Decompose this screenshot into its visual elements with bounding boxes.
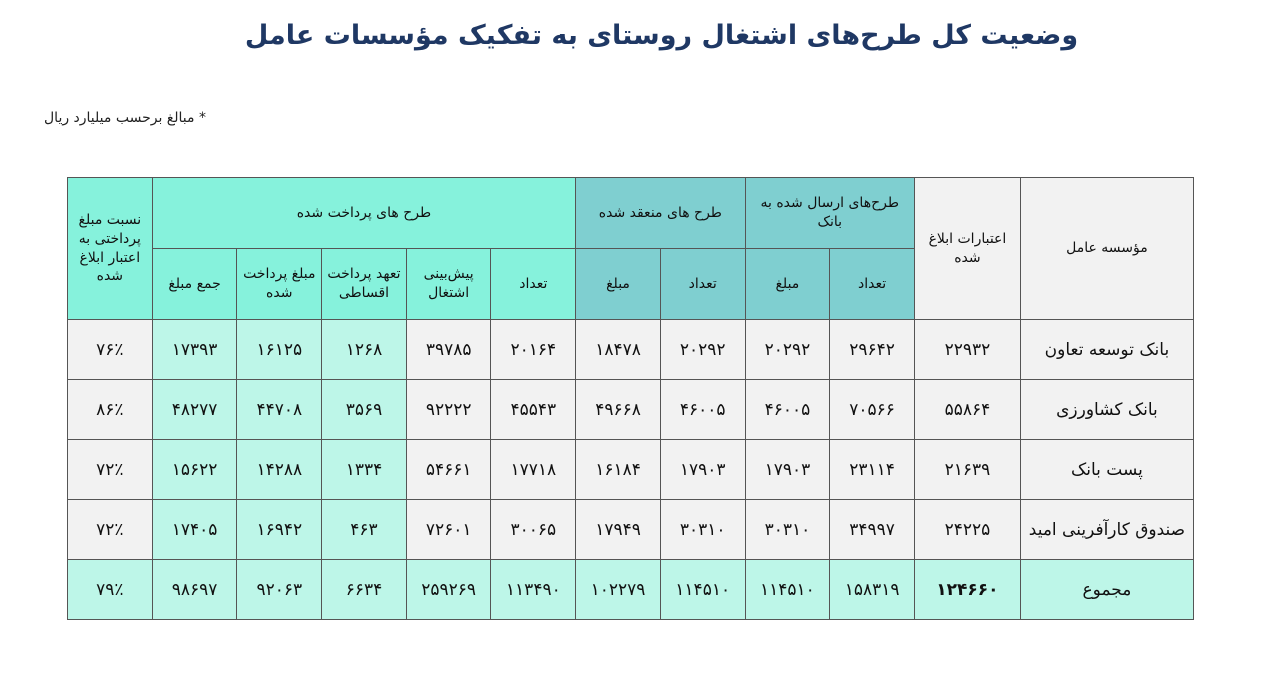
- header-paid-count: تعداد: [490, 248, 577, 320]
- table-row: صندوق کارآفرینی امید ۲۴۲۲۵ ۳۴۹۹۷ ۳۰۳۱۰ ۳۰۳۱۰…: [67, 499, 1194, 560]
- header-conc-count: تعداد: [659, 248, 746, 320]
- cell-installment: ۳۵۶۹: [321, 379, 407, 440]
- cell-employment: ۹۲۲۲۲: [405, 379, 492, 440]
- cell-conc-count: ۳۰۳۱۰: [659, 499, 746, 560]
- cell-conc-amount: ۴۹۶۶۸: [575, 379, 661, 440]
- cell-sent-count: ۱۵۸۳۱۹: [829, 559, 915, 620]
- cell-paid-count: ۴۵۵۴۳: [490, 379, 577, 440]
- cell-employment: ۷۲۶۰۱: [405, 499, 492, 560]
- cell-sent-count: ۷۰۵۶۶: [829, 379, 915, 440]
- cell-paid-amount: ۱۴۲۸۸: [236, 439, 323, 500]
- cell-conc-amount: ۱۸۴۷۸: [575, 319, 661, 380]
- cell-ratio: ۷۲٪: [67, 439, 153, 500]
- cell-installment: ۴۶۳: [321, 499, 407, 560]
- header-concluded-group: طرح های منعقد شده: [575, 177, 746, 249]
- header-institution: مؤسسه عامل: [1019, 177, 1194, 320]
- header-paid-amount: مبلغ پرداخت شده: [236, 248, 323, 320]
- cell-name: مجموع: [1019, 559, 1194, 620]
- cell-credit: ۱۲۴۶۶۰: [913, 559, 1021, 620]
- cell-ratio: ۸۶٪: [67, 379, 153, 440]
- cell-conc-count: ۱۱۴۵۱۰: [659, 559, 746, 620]
- cell-credit: ۲۱۶۳۹: [913, 439, 1021, 500]
- cell-paid-count: ۲۰۱۶۴: [490, 319, 577, 380]
- header-sent-group: طرح‌های ارسال شده به بانک: [744, 177, 915, 249]
- cell-sent-amount: ۳۰۳۱۰: [744, 499, 831, 560]
- cell-paid-amount: ۱۶۱۲۵: [236, 319, 323, 380]
- cell-sent-amount: ۱۱۴۵۱۰: [744, 559, 831, 620]
- cell-paid-amount: ۹۲۰۶۳: [236, 559, 323, 620]
- header-sent-count: تعداد: [829, 248, 915, 320]
- cell-conc-count: ۱۷۹۰۳: [659, 439, 746, 500]
- header-credit: اعتبارات ابلاغ شده: [913, 177, 1021, 320]
- cell-conc-amount: ۱۶۱۸۴: [575, 439, 661, 500]
- cell-total-amount: ۱۷۴۰۵: [151, 499, 238, 560]
- cell-name: صندوق کارآفرینی امید: [1019, 499, 1194, 560]
- cell-paid-amount: ۴۴۷۰۸: [236, 379, 323, 440]
- units-note: * مبالغ برحسب میلیارد ریال: [44, 110, 206, 126]
- cell-total-amount: ۱۵۶۲۲: [151, 439, 238, 500]
- page-title: وضعیت کل طرح‌های اشتغال روستای به تفکیک …: [244, 20, 1079, 51]
- cell-employment: ۲۵۹۲۶۹: [405, 559, 492, 620]
- cell-conc-count: ۲۰۲۹۲: [659, 319, 746, 380]
- table-row: بانک کشاورزی ۵۵۸۶۴ ۷۰۵۶۶ ۴۶۰۰۵ ۴۶۰۰۵ ۴۹۶۶۸ ۴۵۵…: [67, 379, 1194, 440]
- cell-conc-amount: ۱۰۲۲۷۹: [575, 559, 661, 620]
- table-row: بانک توسعه تعاون ۲۲۹۳۲ ۲۹۶۴۲ ۲۰۲۹۲ ۲۰۲۹۲ ۱۸۴۷…: [67, 319, 1194, 380]
- cell-total-amount: ۴۸۲۷۷: [151, 379, 238, 440]
- cell-name: بانک کشاورزی: [1019, 379, 1194, 440]
- cell-sent-count: ۳۴۹۹۷: [829, 499, 915, 560]
- cell-ratio: ۷۹٪: [67, 559, 153, 620]
- cell-employment: ۵۴۶۶۱: [405, 439, 492, 500]
- cell-sent-count: ۲۹۶۴۲: [829, 319, 915, 380]
- cell-sent-amount: ۴۶۰۰۵: [744, 379, 831, 440]
- header-sent-amount: مبلغ: [744, 248, 831, 320]
- cell-paid-count: ۱۷۷۱۸: [490, 439, 577, 500]
- total-row: مجموع ۱۲۴۶۶۰ ۱۵۸۳۱۹ ۱۱۴۵۱۰ ۱۱۴۵۱۰ ۱۰۲۲۷۹ ۱۱۳۴۹…: [67, 559, 1194, 620]
- cell-sent-amount: ۲۰۲۹۲: [744, 319, 831, 380]
- cell-ratio: ۷۶٪: [67, 319, 153, 380]
- header-conc-amount: مبلغ: [575, 248, 661, 320]
- header-employment: پیش‌بینی اشتغال: [405, 248, 492, 320]
- header-ratio: نسبت مبلغ پرداختی به اعتبار ابلاغ شده: [67, 177, 153, 320]
- table-row: پست بانک ۲۱۶۳۹ ۲۳۱۱۴ ۱۷۹۰۳ ۱۷۹۰۳ ۱۶۱۸۴ ۱۷۷۱۸ ۵۴…: [67, 439, 1194, 500]
- cell-total-amount: ۹۸۶۹۷: [151, 559, 238, 620]
- cell-name: پست بانک: [1019, 439, 1194, 500]
- cell-paid-count: ۱۱۳۴۹۰: [490, 559, 577, 620]
- cell-ratio: ۷۲٪: [67, 499, 153, 560]
- cell-credit: ۲۴۲۲۵: [913, 499, 1021, 560]
- institutions-table: مؤسسه عامل اعتبارات ابلاغ شده طرح‌های ار…: [67, 177, 1194, 620]
- header-installment: تعهد پرداخت اقساطی: [321, 248, 407, 320]
- cell-credit: ۵۵۸۶۴: [913, 379, 1021, 440]
- header-paid-group: طرح های پرداخت شده: [151, 177, 577, 249]
- cell-sent-count: ۲۳۱۱۴: [829, 439, 915, 500]
- header-total-amount: جمع مبلغ: [151, 248, 238, 320]
- cell-installment: ۶۶۳۴: [321, 559, 407, 620]
- cell-installment: ۱۳۳۴: [321, 439, 407, 500]
- cell-paid-count: ۳۰۰۶۵: [490, 499, 577, 560]
- cell-paid-amount: ۱۶۹۴۲: [236, 499, 323, 560]
- cell-conc-amount: ۱۷۹۴۹: [575, 499, 661, 560]
- cell-name: بانک توسعه تعاون: [1019, 319, 1194, 380]
- cell-conc-count: ۴۶۰۰۵: [659, 379, 746, 440]
- cell-installment: ۱۲۶۸: [321, 319, 407, 380]
- cell-credit: ۲۲۹۳۲: [913, 319, 1021, 380]
- cell-employment: ۳۹۷۸۵: [405, 319, 492, 380]
- cell-sent-amount: ۱۷۹۰۳: [744, 439, 831, 500]
- cell-total-amount: ۱۷۳۹۳: [151, 319, 238, 380]
